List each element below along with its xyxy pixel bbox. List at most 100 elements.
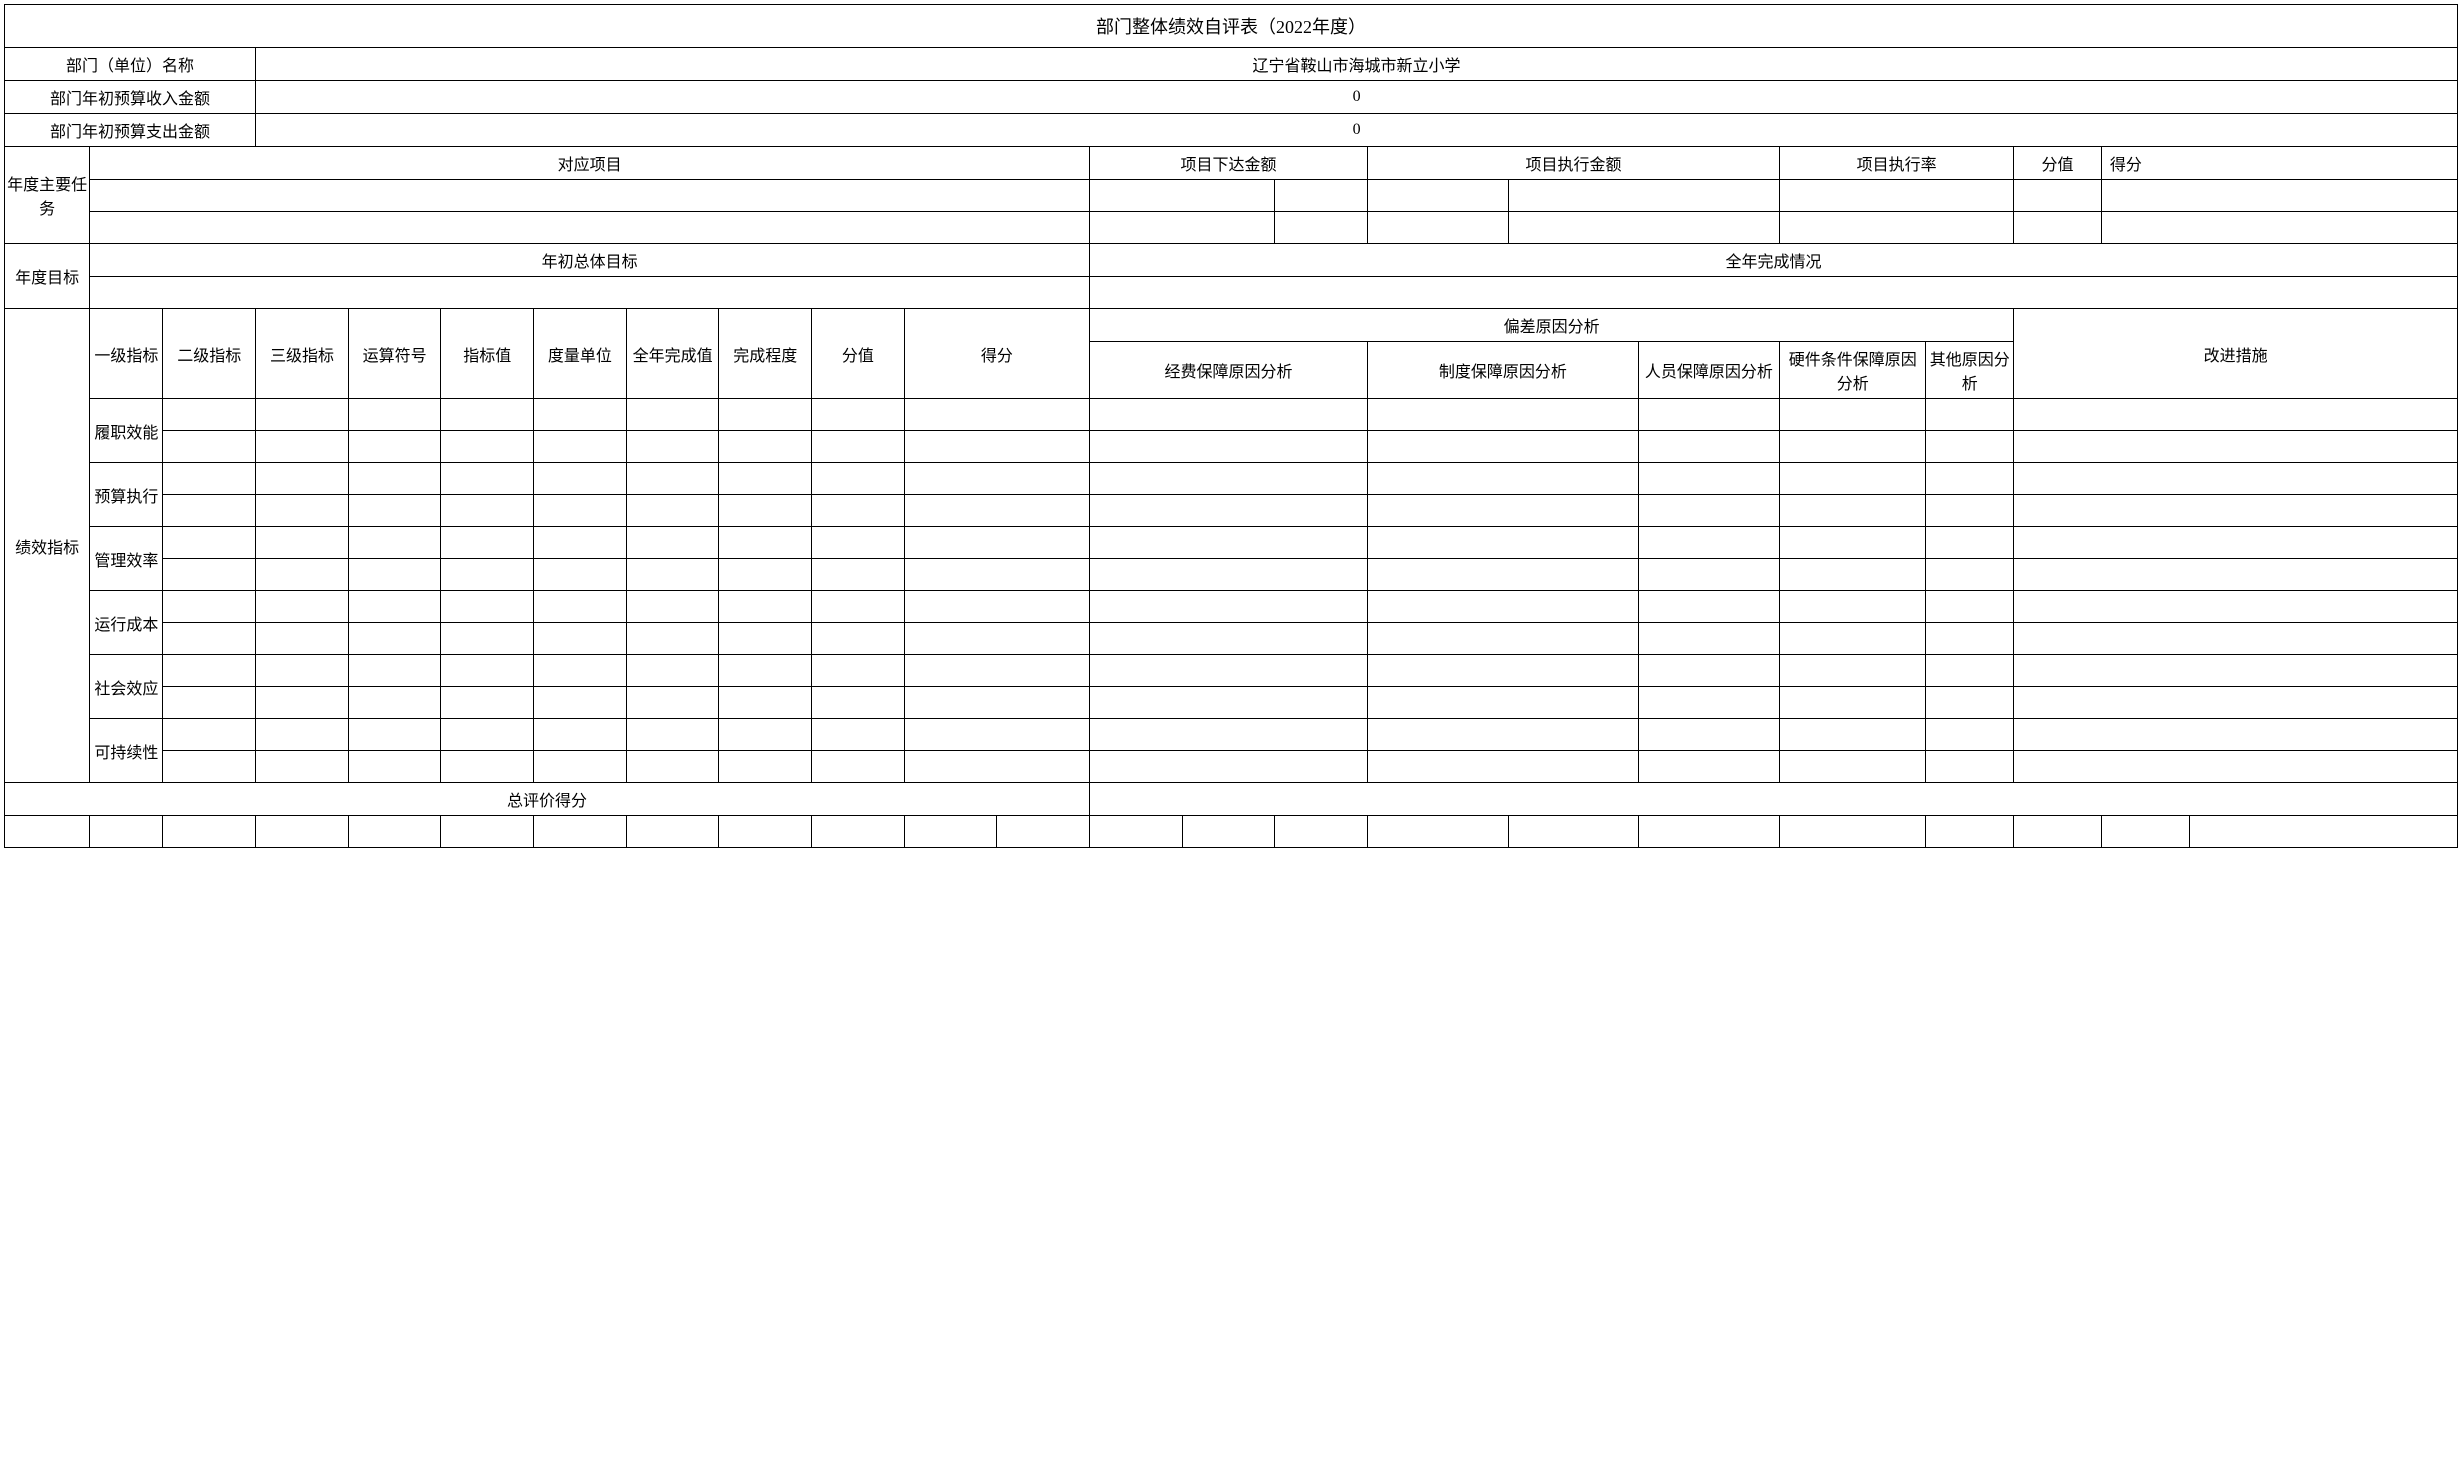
table-cell xyxy=(1368,527,1639,559)
table-cell xyxy=(1780,655,1926,687)
table-cell xyxy=(1090,399,1368,431)
income-label: 部门年初预算收入金额 xyxy=(5,81,256,114)
table-cell xyxy=(1368,431,1639,463)
table-cell xyxy=(348,591,441,623)
table-cell xyxy=(2014,751,2458,783)
table-cell xyxy=(904,751,1089,783)
table-cell xyxy=(534,687,627,719)
table-cell xyxy=(812,399,905,431)
income-value: 0 xyxy=(256,81,2458,114)
perf-cat-1: 预算执行 xyxy=(90,463,163,527)
table-cell xyxy=(1368,751,1639,783)
task-row-cell xyxy=(1509,212,1780,244)
col-level2: 二级指标 xyxy=(163,309,256,399)
table-cell xyxy=(904,495,1089,527)
task-row-cell xyxy=(1368,180,1509,212)
table-cell xyxy=(256,559,349,591)
table-cell xyxy=(626,559,719,591)
table-cell xyxy=(1275,816,1368,848)
table-cell xyxy=(1368,559,1639,591)
table-cell xyxy=(256,719,349,751)
table-cell xyxy=(719,655,812,687)
col-dev-fund: 经费保障原因分析 xyxy=(1090,342,1368,399)
table-cell xyxy=(626,751,719,783)
table-cell xyxy=(904,687,1089,719)
table-cell xyxy=(904,591,1089,623)
table-cell xyxy=(719,559,812,591)
table-cell xyxy=(534,559,627,591)
table-cell xyxy=(256,431,349,463)
table-cell xyxy=(1638,527,1779,559)
annual-goal-label: 年度目标 xyxy=(5,244,90,309)
table-cell xyxy=(626,463,719,495)
table-cell xyxy=(2014,591,2458,623)
dept-value: 辽宁省鞍山市海城市新立小学 xyxy=(256,48,2458,81)
total-label: 总评价得分 xyxy=(5,783,1090,816)
table-cell xyxy=(534,591,627,623)
table-cell xyxy=(812,719,905,751)
table-cell xyxy=(441,751,534,783)
table-cell xyxy=(2014,719,2458,751)
table-cell xyxy=(534,623,627,655)
evaluation-table: 部门整体绩效自评表（2022年度） 部门（单位）名称 辽宁省鞍山市海城市新立小学… xyxy=(4,4,2458,848)
table-cell xyxy=(904,719,1089,751)
perf-cat-0: 履职效能 xyxy=(90,399,163,463)
table-cell xyxy=(719,431,812,463)
perf-label: 绩效指标 xyxy=(5,309,90,783)
table-cell xyxy=(1638,655,1779,687)
table-cell xyxy=(626,591,719,623)
table-cell xyxy=(441,495,534,527)
table-cell xyxy=(997,816,1090,848)
task-row-cell xyxy=(1509,180,1780,212)
table-cell xyxy=(441,399,534,431)
table-cell xyxy=(534,816,627,848)
table-cell xyxy=(904,463,1089,495)
table-cell xyxy=(348,495,441,527)
table-cell xyxy=(348,655,441,687)
table-cell xyxy=(1368,719,1639,751)
table-cell xyxy=(348,399,441,431)
table-cell xyxy=(2014,655,2458,687)
table-cell xyxy=(1926,687,2014,719)
table-cell xyxy=(1926,559,2014,591)
table-cell xyxy=(256,527,349,559)
table-cell xyxy=(812,816,905,848)
table-cell xyxy=(812,687,905,719)
table-cell xyxy=(1926,655,2014,687)
table-cell xyxy=(348,463,441,495)
table-cell xyxy=(348,751,441,783)
table-cell xyxy=(348,687,441,719)
table-cell xyxy=(441,719,534,751)
task-issued-col: 项目下达金额 xyxy=(1090,147,1368,180)
table-cell xyxy=(256,591,349,623)
table-cell xyxy=(441,687,534,719)
table-cell xyxy=(2014,559,2458,591)
table-cell xyxy=(626,816,719,848)
task-project-col: 对应项目 xyxy=(90,147,1090,180)
table-cell xyxy=(719,687,812,719)
table-cell xyxy=(163,495,256,527)
table-cell xyxy=(1926,591,2014,623)
table-cell xyxy=(1090,527,1368,559)
table-cell xyxy=(626,431,719,463)
table-cell xyxy=(626,687,719,719)
table-cell xyxy=(719,751,812,783)
table-cell xyxy=(719,399,812,431)
table-cell xyxy=(2014,463,2458,495)
table-cell xyxy=(441,559,534,591)
table-cell xyxy=(1368,816,1509,848)
table-cell xyxy=(163,431,256,463)
task-row-cell xyxy=(2101,212,2457,244)
table-cell xyxy=(441,655,534,687)
col-dev-other: 其他原因分析 xyxy=(1926,342,2014,399)
task-row-cell xyxy=(1368,212,1509,244)
table-cell xyxy=(2101,816,2189,848)
table-cell xyxy=(1090,719,1368,751)
table-cell xyxy=(626,495,719,527)
table-cell xyxy=(534,495,627,527)
table-cell xyxy=(256,495,349,527)
table-cell xyxy=(1780,751,1926,783)
table-cell xyxy=(441,623,534,655)
table-cell xyxy=(1638,591,1779,623)
table-cell xyxy=(626,623,719,655)
